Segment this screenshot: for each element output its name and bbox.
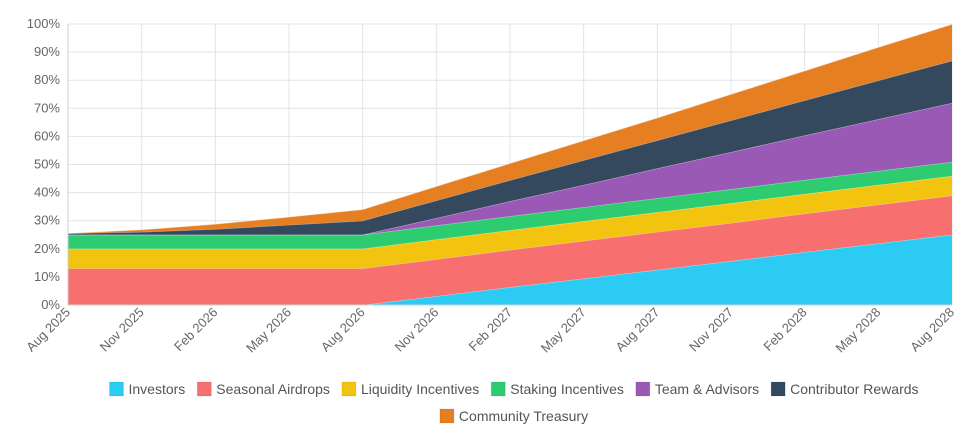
legend-swatch bbox=[341, 381, 357, 397]
legend-label: Investors bbox=[128, 381, 185, 397]
y-tick-label: 20% bbox=[34, 241, 60, 256]
legend-swatch bbox=[108, 381, 124, 397]
legend-item-seasonal-airdrops: Seasonal Airdrops bbox=[196, 381, 330, 397]
y-tick-label: 30% bbox=[34, 213, 60, 228]
y-tick-label: 70% bbox=[34, 100, 60, 115]
legend-item-liquidity-incentives: Liquidity Incentives bbox=[341, 381, 479, 397]
x-tick-label: Feb 2028 bbox=[760, 305, 809, 354]
y-tick-label: 0% bbox=[41, 297, 60, 312]
x-tick-label: Feb 2027 bbox=[466, 305, 515, 354]
x-tick-label: Aug 2027 bbox=[612, 305, 662, 355]
legend-label: Staking Incentives bbox=[510, 381, 624, 397]
y-tick-label: 100% bbox=[27, 16, 61, 31]
legend-item-contributor-rewards: Contributor Rewards bbox=[770, 381, 919, 397]
legend-label: Seasonal Airdrops bbox=[216, 381, 330, 397]
legend: Investors Seasonal Airdrops Liquidity Ince… bbox=[108, 381, 919, 424]
x-tick-label: Nov 2025 bbox=[97, 305, 147, 355]
x-tick-label: May 2026 bbox=[243, 305, 294, 356]
legend-item-investors: Investors bbox=[108, 381, 185, 397]
legend-swatch bbox=[439, 408, 455, 424]
y-tick-label: 10% bbox=[34, 269, 60, 284]
x-tick-label: Feb 2026 bbox=[171, 305, 220, 354]
legend-label: Community Treasury bbox=[459, 408, 588, 424]
legend-swatch bbox=[490, 381, 506, 397]
y-tick-labels: 0% 10% 20% 30% 40% 50% 60% 70% 80% 90% 100% bbox=[27, 16, 61, 312]
legend-item-staking-incentives: Staking Incentives bbox=[490, 381, 624, 397]
area-seasonal-airdrops bbox=[68, 195, 952, 305]
area-investors bbox=[68, 234, 952, 305]
y-tick-label: 60% bbox=[34, 128, 60, 143]
area-team-and-advisors bbox=[68, 102, 952, 235]
x-tick-label: May 2028 bbox=[832, 305, 883, 356]
legend-swatch bbox=[770, 381, 786, 397]
legend-swatch bbox=[196, 381, 212, 397]
x-tick-label: Nov 2027 bbox=[686, 305, 736, 355]
y-tick-label: 80% bbox=[34, 72, 60, 87]
area-staking-incentives bbox=[68, 161, 952, 249]
legend-item-team-and-advisors: Team & Advisors bbox=[635, 381, 759, 397]
legend-label: Team & Advisors bbox=[655, 381, 759, 397]
y-tick-label: 50% bbox=[34, 157, 60, 172]
line-community-treasury bbox=[67, 23, 953, 234]
area-contributor-rewards bbox=[68, 60, 952, 235]
y-tick-label: 90% bbox=[34, 44, 60, 59]
x-tick-labels: Aug 2025 Nov 2025 Feb 2026 May 2026 Aug 2026… bbox=[23, 305, 957, 356]
x-tick-label: Aug 2028 bbox=[907, 305, 957, 355]
y-tick-label: 40% bbox=[34, 185, 60, 200]
x-tick-label: Aug 2025 bbox=[23, 305, 73, 355]
legend-label: Contributor Rewards bbox=[790, 381, 918, 397]
x-tick-label: Aug 2026 bbox=[318, 305, 368, 355]
x-tick-label: Nov 2026 bbox=[391, 305, 441, 355]
legend-label: Liquidity Incentives bbox=[361, 381, 479, 397]
legend-swatch bbox=[635, 381, 651, 397]
area-liquidity-incentives bbox=[68, 176, 952, 269]
x-tick-label: May 2027 bbox=[538, 305, 589, 356]
legend-item-community-treasury: Community Treasury bbox=[439, 408, 588, 424]
